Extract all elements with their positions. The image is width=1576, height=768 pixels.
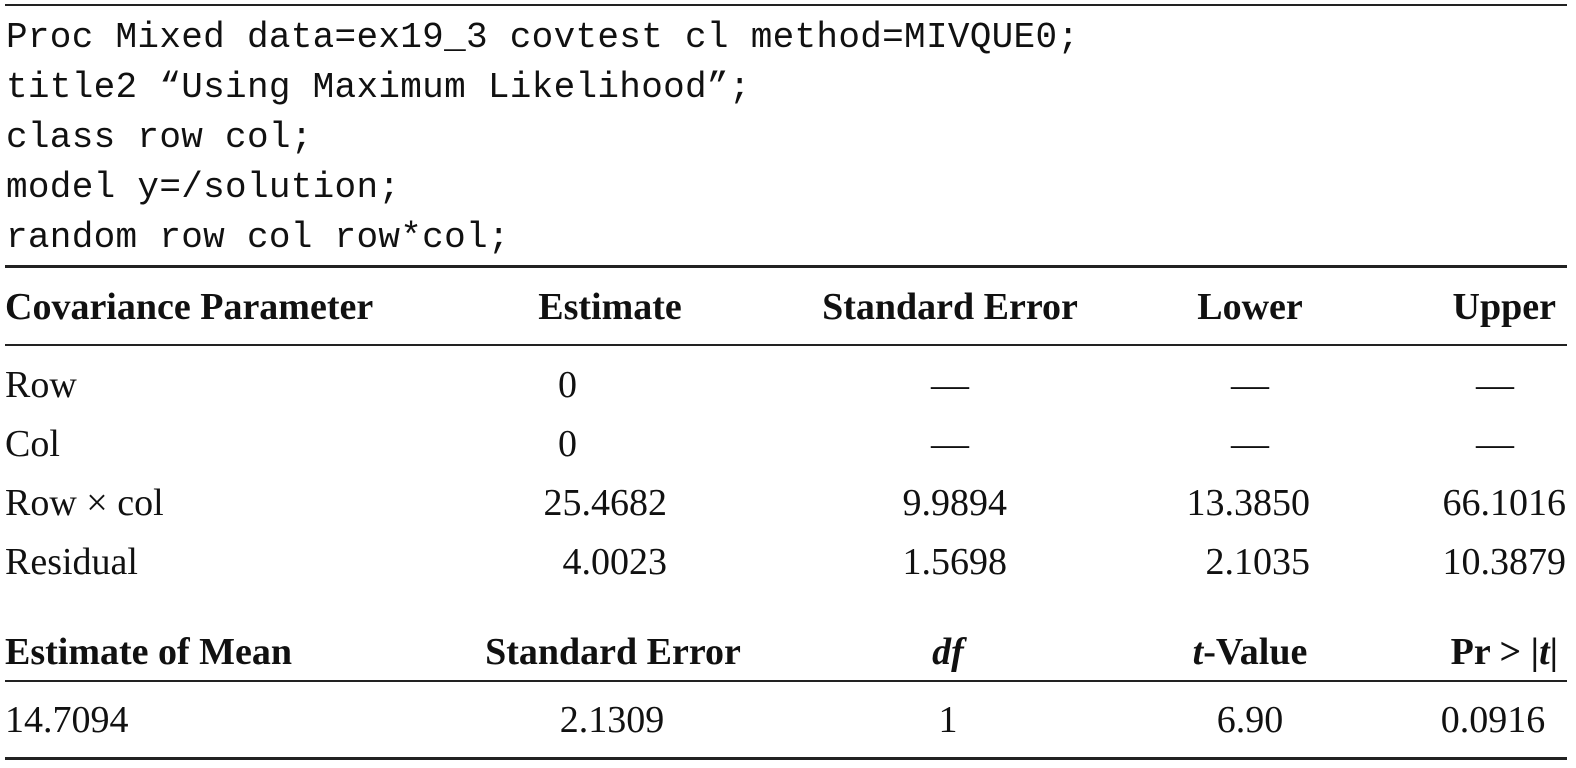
- lower-value: —: [1231, 364, 1269, 406]
- bottom-rule: [5, 757, 1567, 760]
- upper-value: —: [1476, 364, 1514, 406]
- col-header-df: df: [932, 631, 964, 673]
- code-line: class row col;: [6, 117, 313, 158]
- col-header-t-value: t-Value: [1150, 627, 1350, 677]
- cov-header-rule: [5, 344, 1567, 346]
- std-error-value: —: [931, 364, 969, 406]
- std-error-value: —: [931, 423, 969, 465]
- code-line: random row col row*col;: [6, 217, 510, 258]
- pr-suffix: |: [1549, 631, 1558, 673]
- df-value: 1: [938, 699, 958, 741]
- row-label: Row: [5, 364, 77, 406]
- t-symbol: t: [1192, 631, 1204, 673]
- mean-estimate-value: 14.7094: [5, 699, 129, 741]
- top-rule: [5, 4, 1567, 6]
- estimate-value: 0: [558, 423, 577, 465]
- upper-value: 66.1016: [1442, 482, 1567, 524]
- col-header-standard-error: Standard Error: [485, 631, 741, 673]
- row-label: Row × col: [5, 482, 164, 524]
- pr-t-value: 0.0916: [1440, 699, 1546, 741]
- col-header-covariance-parameter: Covariance Parameter: [5, 286, 374, 328]
- upper-value: —: [1476, 423, 1514, 465]
- lower-value: 13.3850: [1186, 482, 1311, 524]
- estimate-value: 25.4682: [543, 482, 668, 524]
- row-label: Residual: [5, 541, 138, 583]
- mean-std-error-value: 2.1309: [559, 699, 665, 741]
- lower-value: —: [1231, 423, 1269, 465]
- t-value-suffix: -Value: [1203, 631, 1308, 673]
- mean-header-rule: [5, 680, 1567, 682]
- t-value: 6.90: [1216, 699, 1284, 741]
- estimate-value: 4.0023: [562, 541, 668, 583]
- code-line: model y=/solution;: [6, 167, 401, 208]
- col-header-lower: Lower: [1197, 286, 1303, 328]
- col-header-pr-t: Pr > |t|: [1366, 627, 1558, 677]
- code-line: Proc Mixed data=ex19_3 covtest cl method…: [6, 17, 1080, 58]
- cov-table-top-rule: [5, 265, 1567, 268]
- upper-value: 10.3879: [1442, 541, 1567, 583]
- col-header-upper: Upper: [1452, 286, 1556, 328]
- col-header-standard-error: Standard Error: [822, 286, 1078, 328]
- std-error-value: 9.9894: [902, 482, 1008, 524]
- pr-t-symbol: t: [1539, 631, 1550, 673]
- pr-prefix: Pr > |: [1450, 631, 1540, 673]
- code-line: title2 “Using Maximum Likelihood”;: [6, 67, 751, 108]
- lower-value: 2.1035: [1205, 541, 1311, 583]
- estimate-value: 0: [558, 364, 577, 406]
- col-header-estimate-of-mean: Estimate of Mean: [5, 631, 293, 673]
- std-error-value: 1.5698: [902, 541, 1008, 583]
- row-label: Col: [5, 423, 60, 465]
- col-header-estimate: Estimate: [538, 286, 682, 328]
